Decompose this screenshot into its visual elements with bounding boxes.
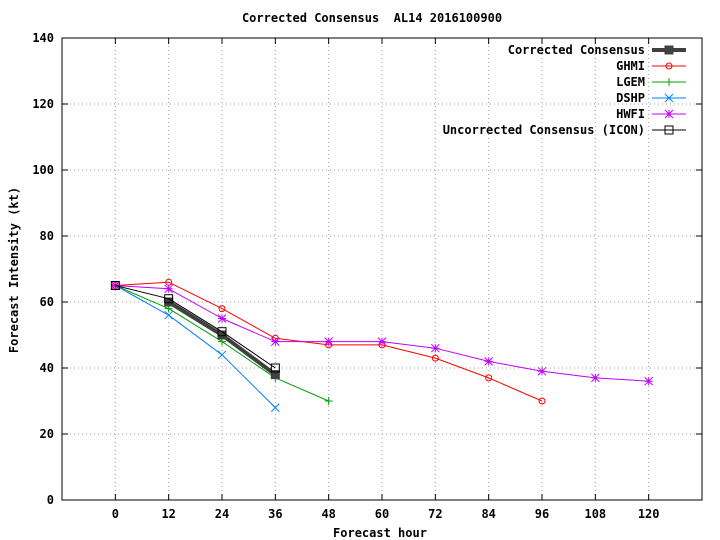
series-line <box>115 285 276 408</box>
series-line <box>115 285 276 369</box>
legend-entry: HWFI <box>616 107 686 121</box>
legend-label: DSHP <box>616 91 645 105</box>
y-tick-label: 80 <box>40 229 54 243</box>
data-point-open-square <box>217 327 227 337</box>
x-tick-label: 36 <box>268 507 282 521</box>
y-tick-label: 0 <box>47 493 54 507</box>
data-point-star <box>484 357 494 366</box>
legend-label: LGEM <box>616 75 645 89</box>
legend-label: Uncorrected Consensus (ICON) <box>443 123 645 137</box>
data-point-star <box>217 314 227 323</box>
data-point-circle <box>485 374 493 382</box>
x-tick-label: 24 <box>215 507 229 521</box>
legend-label: GHMI <box>616 59 645 73</box>
data-point-x <box>664 93 674 103</box>
data-point-star <box>270 337 280 346</box>
data-point-x <box>270 403 280 412</box>
legend-entry: Corrected Consensus <box>508 43 686 57</box>
legend-label: HWFI <box>616 107 645 121</box>
y-tick-label: 140 <box>32 31 54 45</box>
data-point-star <box>324 337 334 346</box>
x-tick-label: 120 <box>638 507 660 521</box>
data-point-open-square <box>164 294 174 304</box>
x-tick-label: 48 <box>321 507 335 521</box>
chart-title: Corrected Consensus AL14 2016100900 <box>242 11 502 25</box>
data-point-plus <box>665 78 673 86</box>
data-point-star <box>590 373 600 383</box>
series-group <box>110 278 654 412</box>
data-point-star <box>664 109 674 119</box>
data-point-open-square <box>110 281 120 290</box>
grid <box>62 38 702 500</box>
data-point-star <box>430 343 440 353</box>
data-point-star <box>644 376 654 386</box>
y-tick-label: 20 <box>40 427 54 441</box>
y-tick-label: 40 <box>40 361 54 375</box>
data-point-open-square <box>664 125 674 135</box>
y-tick-label: 120 <box>32 97 54 111</box>
legend-entry: GHMI <box>616 59 686 73</box>
data-point-plus <box>324 397 333 405</box>
legend: Corrected Consensus GHMI LGEM DSHP HWFI Uncor… <box>443 43 686 137</box>
y-tick-label: 100 <box>32 163 54 177</box>
x-tick-label: 84 <box>481 507 495 521</box>
data-point-open-square <box>270 363 280 373</box>
data-point-circle <box>218 305 226 313</box>
data-point-circle <box>431 354 439 362</box>
x-axis-label: Forecast hour <box>333 526 427 540</box>
axis-ticks: 0 12 24 36 48 60 72 84 96 108 120 0 20 40 60 80 100 120 14… <box>32 31 702 521</box>
data-point-filled-square <box>664 45 674 55</box>
x-tick-label: 12 <box>161 507 175 521</box>
data-point-circle <box>665 62 673 70</box>
plot-frame <box>61 37 703 501</box>
y-axis-label: Forecast Intensity (kt) <box>7 187 21 353</box>
legend-entry: Uncorrected Consensus (ICON) <box>443 123 686 137</box>
y-tick-label: 60 <box>40 295 54 309</box>
data-point-star <box>164 284 174 294</box>
data-point-filled-square <box>270 370 280 380</box>
legend-label: Corrected Consensus <box>508 43 645 57</box>
x-tick-label: 72 <box>428 507 442 521</box>
series-uncorrected-consensus-icon <box>110 281 280 373</box>
data-point-star <box>377 337 387 346</box>
data-point-star <box>110 281 120 290</box>
x-tick-label: 96 <box>535 507 549 521</box>
legend-entry: DSHP <box>616 91 686 105</box>
series-dshp <box>110 281 280 412</box>
x-tick-label: 108 <box>584 507 606 521</box>
data-point-circle <box>538 397 546 405</box>
data-point-x <box>164 310 174 320</box>
x-tick-label: 60 <box>375 507 389 521</box>
data-point-x <box>217 350 227 360</box>
data-point-star <box>537 366 547 376</box>
legend-entry: LGEM <box>616 75 686 89</box>
x-tick-label: 0 <box>112 507 119 521</box>
series-hwfi <box>110 281 654 386</box>
